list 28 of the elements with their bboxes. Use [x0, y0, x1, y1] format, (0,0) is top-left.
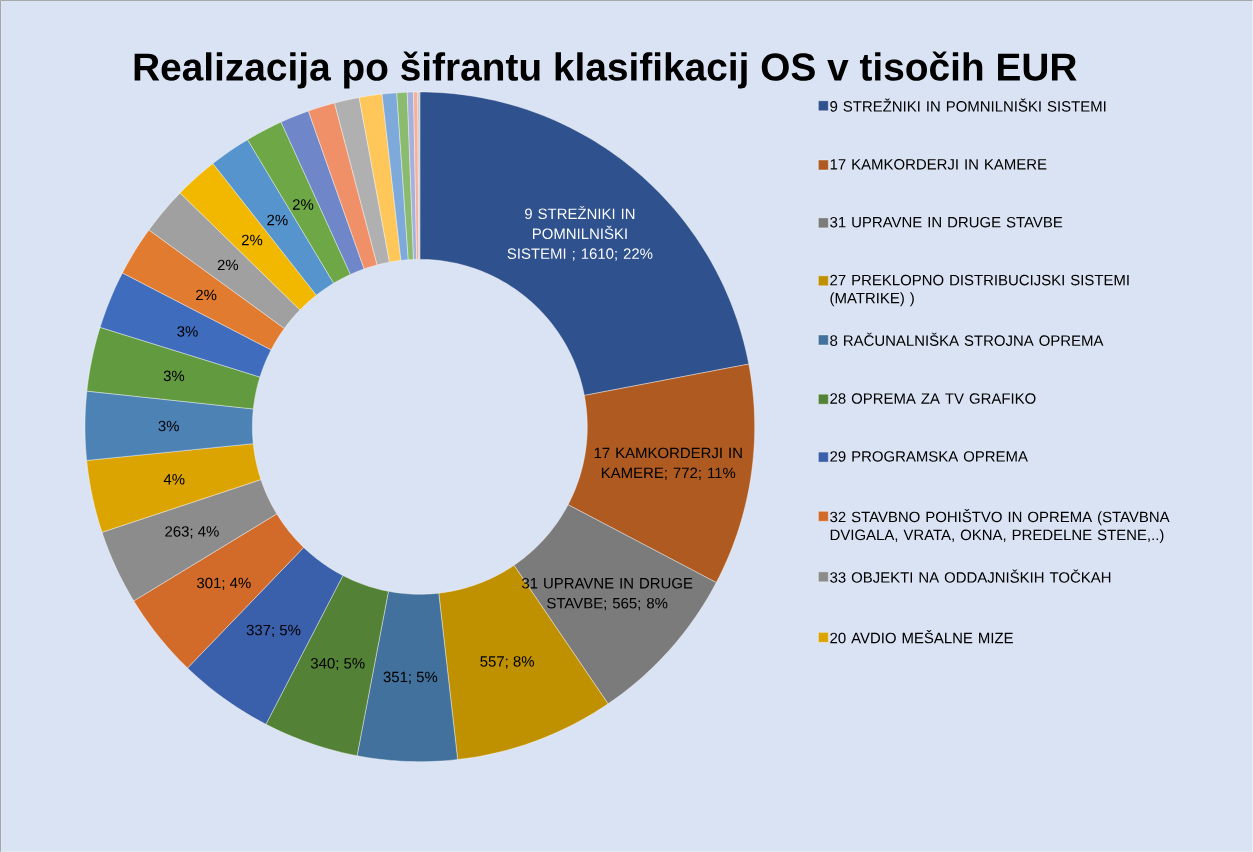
data-label: 3%	[158, 420, 179, 432]
legend-label: 32 STAVBNO POHIŠTVO IN OPREMA (STAVBNA DVIGALA, VRATA, OKNA, PREDELNE STENE,..)	[830, 508, 1170, 544]
legend-label: 8 RAČUNALNIŠKA STROJNA OPREMA	[830, 332, 1104, 346]
legend-label: 31 UPRAVNE IN DRUGE STAVBE	[830, 216, 1063, 228]
legend-label: 29 PROGRAMSKA OPREMA	[830, 451, 1028, 462]
chart-title: Realizacija po šifrantu klasifikacij OS v tisočih EUR	[134, 51, 1077, 89]
legend-label: 20 AVDIO MEŠALNE MIZE	[830, 630, 1013, 644]
data-label: 2%	[217, 259, 239, 271]
data-label: 2%	[196, 289, 217, 301]
data-label: 4%	[163, 474, 185, 485]
data-label: 9 STREŽNIKI IN POMNILNIŠKI SISTEMI ; 1610; 22%	[507, 205, 653, 261]
data-label: 3%	[163, 370, 185, 382]
data-label: 337; 5%	[246, 624, 301, 638]
data-label: 2%	[241, 234, 263, 246]
legend-label: 28 OPREMA ZA TV GRAFIKO	[830, 393, 1036, 404]
legend-label: 9 STREŽNIKI IN POMNILNIŠKI SISTEMI	[830, 98, 1106, 112]
data-label: 2%	[292, 199, 314, 210]
data-label: 557; 8%	[480, 656, 534, 669]
legend-label: 27 PREKLOPNO DISTRIBUCIJSKI SISTEMI (MATRIKE) )	[830, 274, 1129, 307]
data-label: 263; 4%	[165, 526, 219, 539]
data-label: 17 KAMKORDERJI IN KAMERE; 772; 11%	[594, 447, 742, 480]
data-label: 301; 4%	[196, 577, 251, 590]
legend-label: 17 KAMKORDERJI IN KAMERE	[830, 158, 1047, 170]
legend-label: 33 OBJEKTI NA ODDAJNIŠKIH TOČKAH	[830, 569, 1111, 583]
data-label: 3%	[177, 326, 198, 337]
data-label: 2%	[267, 214, 288, 226]
data-label: 340; 5%	[310, 657, 365, 671]
data-label: 351; 5%	[383, 671, 438, 684]
